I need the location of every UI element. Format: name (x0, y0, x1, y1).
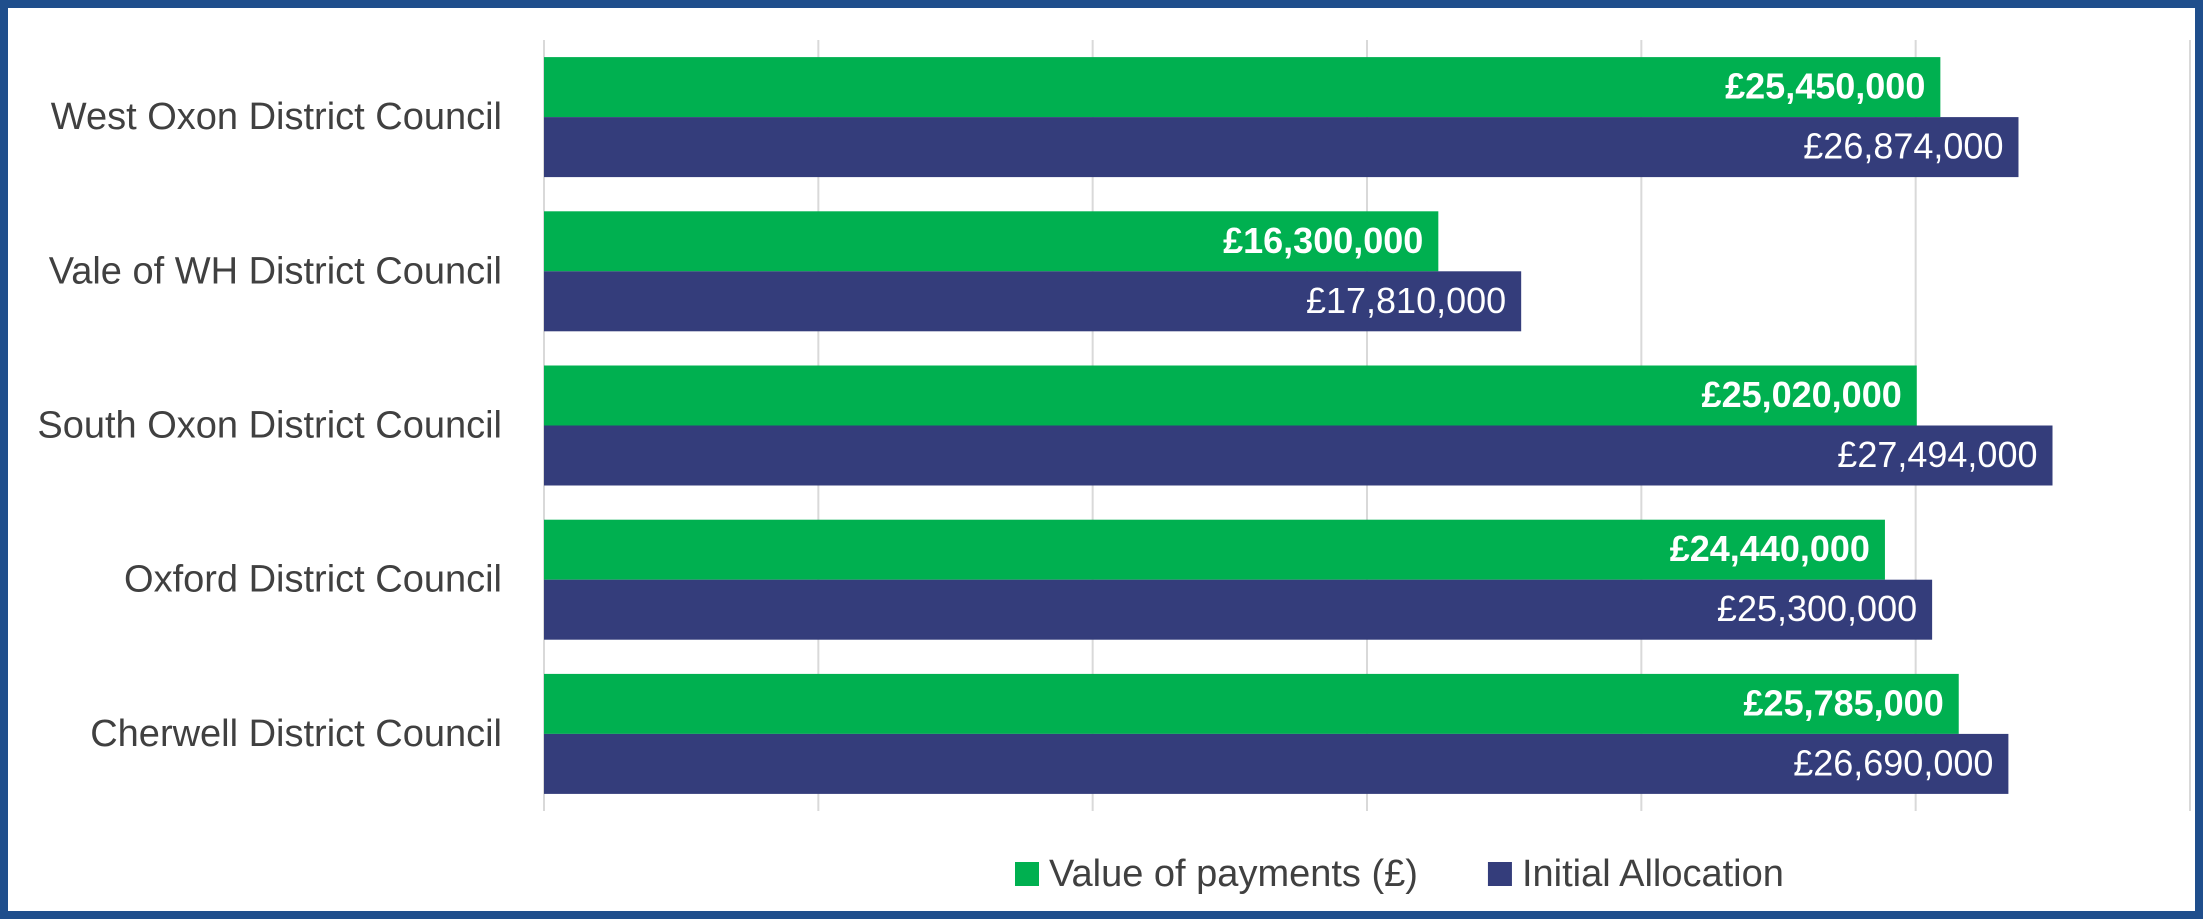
bar (544, 117, 2019, 178)
value-label: £26,874,000 (1803, 126, 2003, 167)
bar (544, 579, 1933, 640)
bar (544, 733, 2009, 794)
bar (544, 211, 1439, 272)
bar (544, 271, 1522, 332)
value-label: £16,300,000 (1223, 220, 1423, 261)
value-label: £25,785,000 (1744, 682, 1944, 723)
value-label: £25,020,000 (1702, 374, 1902, 415)
legend-label: Initial Allocation (1522, 853, 1784, 895)
bar (544, 673, 1959, 734)
category-label: Vale of WH District Council (49, 250, 502, 292)
bar (544, 57, 1941, 118)
value-label: £24,440,000 (1670, 528, 1870, 569)
legend-label: Value of payments (£) (1049, 853, 1418, 895)
value-label: £17,810,000 (1306, 280, 1506, 321)
value-label: £25,450,000 (1725, 66, 1925, 107)
legend-swatch (1015, 862, 1039, 886)
category-label: South Oxon District Council (37, 405, 502, 447)
category-label: Oxford District Council (124, 559, 502, 601)
value-label: £27,494,000 (1837, 434, 2037, 475)
category-label: Cherwell District Council (90, 713, 502, 755)
legend-swatch (1487, 862, 1512, 886)
category-label: West Oxon District Council (51, 96, 502, 138)
bar (544, 519, 1885, 580)
bar (544, 365, 1917, 426)
bar (544, 425, 2053, 486)
value-label: £26,690,000 (1793, 742, 1993, 783)
value-label: £25,300,000 (1717, 588, 1917, 629)
